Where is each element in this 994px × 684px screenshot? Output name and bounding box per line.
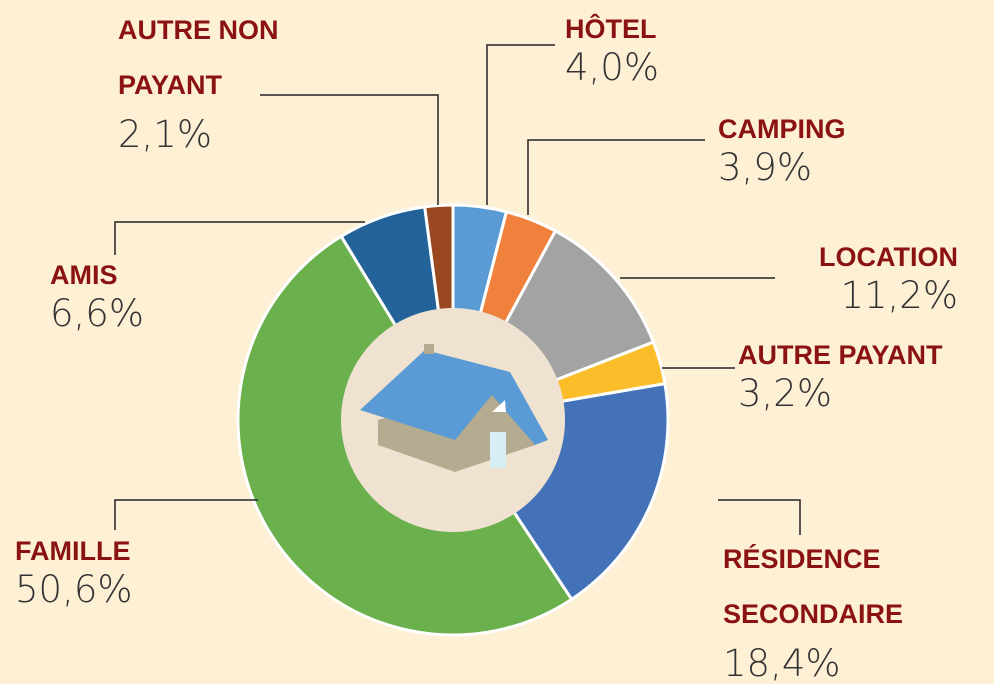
slice-label: AUTRE NON PAYANT 2,1% (118, 3, 308, 157)
value-label: 4,0% (565, 46, 659, 89)
category-name: AMIS (50, 260, 118, 290)
leader-line (114, 499, 258, 530)
value-label: 3,9% (718, 146, 812, 189)
leader-line (718, 499, 801, 535)
house-icon (360, 344, 548, 472)
leader-line (527, 139, 705, 215)
value-label: 50,6% (15, 568, 133, 611)
slice-label: FAMILLE 50,6% (15, 534, 215, 612)
category-name: HÔTEL (565, 14, 657, 44)
value-label: 6,6% (50, 292, 144, 335)
category-name: AUTRE NON PAYANT (118, 15, 279, 100)
value-label: 11,2% (840, 274, 958, 317)
slice-label: AMIS 6,6% (50, 258, 250, 336)
category-name: AUTRE PAYANT (738, 340, 943, 370)
slice-label: LOCATION 11,2% (758, 240, 958, 318)
value-label: 3,2% (738, 372, 832, 415)
value-label: 2,1% (118, 113, 212, 156)
category-name: LOCATION (819, 242, 958, 272)
slice-label: HÔTEL 4,0% (565, 12, 765, 90)
slice-label: RÉSIDENCE SECONDAIRE 18,4% (723, 532, 963, 684)
category-name: RÉSIDENCE SECONDAIRE (723, 544, 904, 629)
slice-label: AUTRE PAYANT 3,2% (738, 338, 994, 416)
leader-line (114, 221, 365, 255)
category-name: FAMILLE (15, 536, 131, 566)
slice-label: CAMPING 3,9% (718, 112, 918, 190)
value-label: 18,4% (723, 642, 841, 684)
category-name: CAMPING (718, 114, 846, 144)
leader-line (486, 44, 555, 205)
leader-line (260, 94, 439, 205)
